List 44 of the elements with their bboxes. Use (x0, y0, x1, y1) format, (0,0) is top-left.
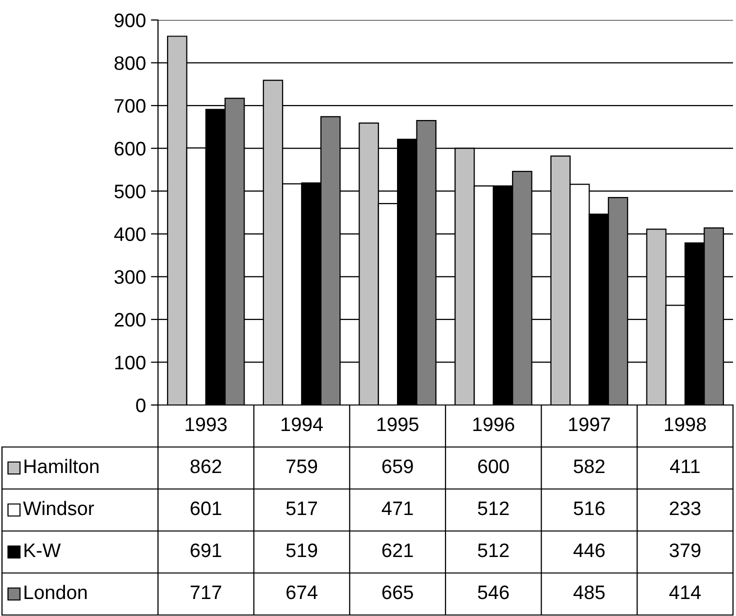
data-label: 621 (382, 543, 413, 558)
legend-label: K-W (24, 544, 61, 558)
legend-label: London (24, 584, 87, 600)
data-label: 717 (190, 586, 222, 600)
x-tick-label: 1996 (473, 417, 514, 432)
data-label: 674 (286, 585, 318, 600)
y-tick-label: 200 (114, 312, 146, 327)
y-tick-label: 700 (114, 99, 146, 113)
data-label: 659 (382, 459, 413, 474)
data-label: 546 (478, 585, 509, 600)
data-label: 665 (382, 585, 413, 600)
x-tick-label: 1993 (186, 417, 227, 432)
x-tick-label: 1998 (664, 417, 706, 432)
data-label: 414 (669, 586, 701, 600)
data-label: 485 (573, 585, 605, 600)
data-label: 517 (286, 502, 317, 516)
y-tick-label: 600 (114, 142, 146, 156)
data-label: 516 (574, 501, 605, 516)
data-label: 512 (478, 543, 509, 558)
data-label: 379 (670, 543, 700, 558)
y-tick-label: 900 (114, 13, 146, 28)
data-label: 411 (670, 460, 700, 474)
data-label: 233 (670, 501, 700, 516)
data-label: 512 (478, 501, 509, 516)
y-tick-label: 800 (114, 56, 146, 70)
y-tick-label: 0 (136, 398, 146, 412)
data-label: 446 (573, 543, 605, 558)
y-tick-label: 100 (115, 356, 146, 370)
y-tick-label: 500 (114, 184, 146, 198)
x-tick-label: 1997 (569, 417, 610, 432)
data-label: 519 (286, 543, 318, 558)
data-label: 471 (382, 502, 413, 516)
data-label: 759 (286, 459, 318, 474)
x-tick-label: 1994 (282, 417, 323, 432)
data-label: 582 (574, 459, 604, 474)
data-label: 691 (190, 543, 222, 558)
y-tick-label: 300 (114, 270, 146, 284)
data-label: 600 (478, 459, 509, 474)
data-label: 862 (190, 459, 222, 474)
data-label: 601 (190, 501, 222, 516)
legend-label: Hamilton (24, 458, 98, 474)
y-tick-label: 400 (114, 227, 146, 242)
legend-label: Windsor (23, 500, 94, 516)
x-tick-label: 1995 (377, 417, 418, 432)
